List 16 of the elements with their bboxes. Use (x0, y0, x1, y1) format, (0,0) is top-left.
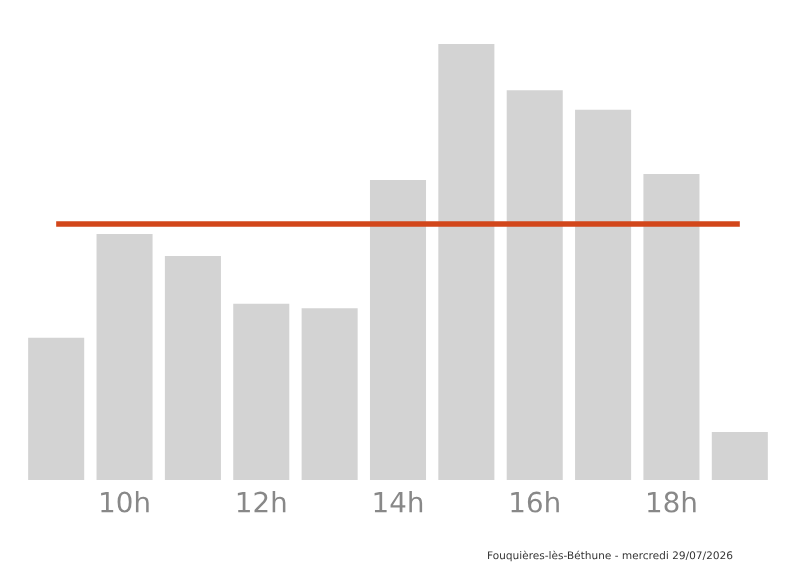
bar (233, 303, 290, 480)
bar (96, 234, 153, 480)
x-tick-label: 18h (648, 491, 696, 513)
bar (301, 308, 358, 480)
bar (438, 44, 495, 480)
bar (575, 109, 632, 480)
bar (506, 90, 563, 480)
bar (711, 432, 768, 480)
bar (164, 255, 221, 480)
bar (369, 180, 427, 480)
x-tick-label: 12h (237, 491, 286, 513)
x-tick-label: 10h (101, 491, 149, 513)
x-tick-label: 16h (511, 491, 559, 513)
bar (28, 337, 85, 480)
x-tick-label: 14h (374, 491, 423, 513)
bar (643, 173, 700, 480)
